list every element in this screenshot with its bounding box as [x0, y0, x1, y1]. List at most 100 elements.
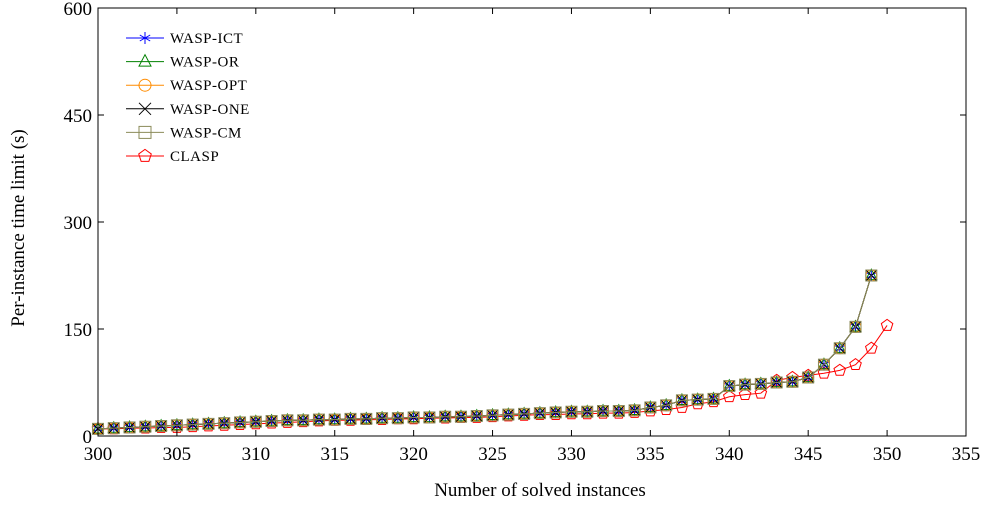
data-point — [612, 403, 626, 416]
data-point — [549, 406, 562, 419]
data-point — [754, 386, 768, 399]
data-point — [833, 342, 846, 355]
legend-entry: CLASP — [126, 148, 219, 165]
data-point — [344, 412, 357, 425]
data-point — [138, 125, 152, 139]
data-point — [864, 341, 878, 354]
data-point — [328, 413, 341, 426]
data-point — [154, 418, 168, 431]
data-point — [438, 409, 452, 422]
data-point — [518, 407, 531, 420]
data-point — [454, 410, 467, 423]
data-point — [802, 371, 815, 384]
data-point — [565, 405, 578, 418]
series-wasp-ict — [92, 270, 877, 435]
data-point — [691, 393, 704, 406]
data-point — [249, 414, 263, 427]
legend-entry: WASP-CM — [126, 125, 242, 141]
data-point — [234, 416, 247, 429]
data-point — [691, 392, 705, 405]
series-line — [97, 275, 872, 430]
data-point — [486, 410, 499, 423]
data-point — [501, 409, 515, 422]
data-point — [218, 417, 231, 430]
x-tick-label: 305 — [163, 444, 192, 465]
data-point — [597, 405, 610, 418]
data-point — [644, 400, 657, 413]
data-point — [107, 422, 120, 435]
data-point — [486, 409, 499, 422]
legend-label: WASP-OPT — [170, 78, 247, 94]
x-tick-label: 315 — [320, 444, 349, 465]
data-point — [438, 411, 452, 424]
data-point — [738, 387, 752, 401]
data-point — [391, 412, 404, 425]
x-tick-label: 355 — [952, 444, 981, 465]
data-point — [470, 410, 483, 423]
data-point — [754, 377, 767, 390]
series-wasp-or — [91, 268, 878, 434]
series-line — [97, 275, 872, 430]
data-point — [297, 414, 310, 427]
data-point — [328, 412, 342, 425]
data-point — [849, 320, 862, 333]
data-point — [107, 420, 121, 433]
data-point — [375, 412, 389, 425]
series-line — [97, 275, 872, 430]
data-point — [533, 407, 547, 420]
data-point — [754, 376, 768, 389]
data-point — [312, 413, 325, 426]
data-point — [312, 414, 326, 427]
data-point — [502, 408, 515, 421]
data-point — [786, 375, 799, 388]
legend-entry: WASP-OR — [126, 53, 239, 71]
series-line — [97, 275, 872, 430]
data-point — [533, 405, 547, 418]
data-point — [170, 417, 184, 430]
plot-frame — [97, 7, 967, 437]
legend-label: WASP-CM — [170, 125, 242, 141]
y-tick-label: 0 — [83, 427, 93, 448]
data-point — [833, 363, 847, 376]
data-point — [722, 390, 736, 403]
y-tick-label: 300 — [64, 213, 93, 234]
x-tick-label: 340 — [715, 444, 744, 465]
data-point — [723, 380, 736, 393]
x-tick-label: 335 — [636, 444, 665, 465]
data-point — [849, 358, 862, 371]
legend-label: WASP-ONE — [170, 102, 250, 118]
x-tick-label: 350 — [873, 444, 902, 465]
data-point — [501, 407, 515, 420]
y-tick-label: 150 — [64, 320, 93, 341]
data-point — [154, 420, 168, 433]
data-point — [580, 404, 594, 417]
data-point — [376, 412, 389, 425]
data-point — [202, 417, 215, 430]
data-point — [454, 409, 468, 422]
data-point — [581, 405, 594, 418]
data-point — [517, 408, 531, 421]
y-tick-label: 450 — [64, 106, 93, 127]
data-point — [138, 148, 152, 162]
data-point — [407, 411, 420, 424]
data-point — [517, 406, 531, 419]
data-point — [675, 394, 688, 407]
series-layer — [91, 268, 894, 435]
data-point — [533, 407, 546, 420]
data-point — [486, 407, 499, 420]
data-point — [675, 392, 689, 405]
y-tick-label: 600 — [64, 0, 93, 20]
data-point — [865, 269, 878, 282]
data-point — [217, 415, 231, 428]
data-point — [296, 412, 310, 425]
data-point — [739, 378, 752, 391]
data-point — [817, 358, 830, 371]
data-point — [549, 405, 563, 418]
data-point — [233, 415, 247, 428]
data-point — [296, 415, 310, 428]
legend-entry: WASP-ONE — [126, 102, 250, 118]
series-wasp-opt — [92, 269, 878, 435]
data-point — [265, 415, 278, 428]
series-line — [97, 275, 872, 430]
data-point — [391, 410, 405, 423]
